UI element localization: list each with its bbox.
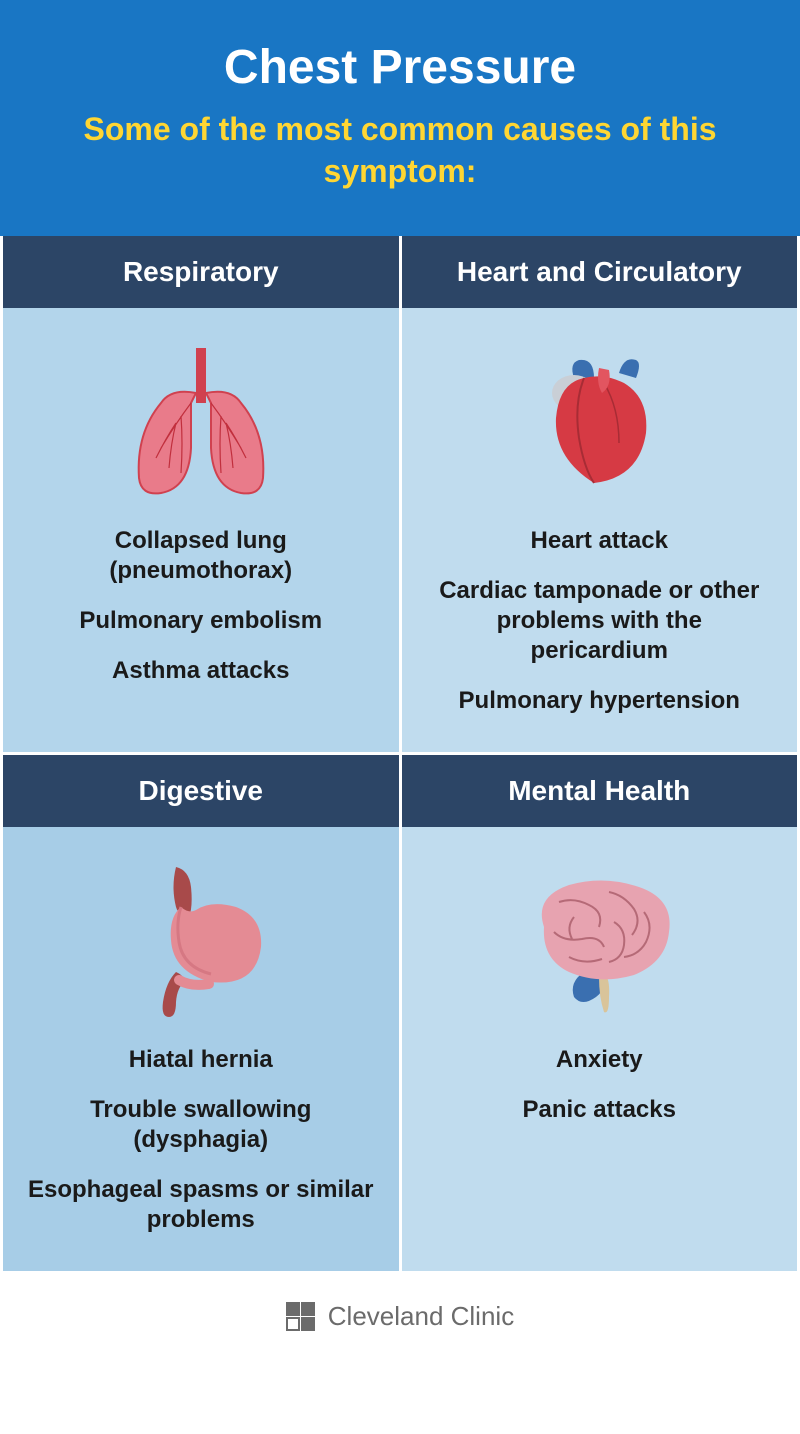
category-digestive: Digestive Hiatal hernia Trouble swallowi… — [3, 755, 399, 1271]
cause-item: Pulmonary embolism — [27, 606, 375, 636]
category-body: Anxiety Panic attacks — [402, 827, 798, 1271]
cause-item: Trouble swallowing (dysphagia) — [27, 1095, 375, 1155]
cause-item: Hiatal hernia — [27, 1045, 375, 1075]
heart-icon — [524, 338, 674, 508]
category-mental-health: Mental Health — [402, 755, 798, 1271]
infographic-header: Chest Pressure Some of the most common c… — [0, 0, 800, 236]
category-title: Respiratory — [3, 236, 399, 308]
stomach-icon — [121, 857, 281, 1027]
cause-item: Pulmonary hypertension — [426, 686, 774, 716]
subtitle: Some of the most common causes of this s… — [40, 109, 760, 192]
category-title: Mental Health — [402, 755, 798, 827]
lungs-icon — [111, 338, 291, 508]
causes-list: Heart attack Cardiac tamponade or other … — [426, 526, 774, 716]
category-title: Digestive — [3, 755, 399, 827]
cause-item: Collapsed lung (pneumothorax) — [27, 526, 375, 586]
brain-icon — [514, 857, 684, 1027]
category-respiratory: Respiratory Collapsed lung (pneumothorax… — [3, 236, 399, 752]
cleveland-clinic-logo-icon — [286, 1301, 316, 1331]
main-title: Chest Pressure — [40, 40, 760, 95]
cause-item: Cardiac tamponade or other problems with… — [426, 576, 774, 666]
causes-list: Hiatal hernia Trouble swallowing (dyspha… — [27, 1045, 375, 1235]
category-title: Heart and Circulatory — [402, 236, 798, 308]
category-heart: Heart and Circulatory Heart attack Cardi… — [402, 236, 798, 752]
causes-list: Collapsed lung (pneumothorax) Pulmonary … — [27, 526, 375, 686]
category-body: Hiatal hernia Trouble swallowing (dyspha… — [3, 827, 399, 1271]
category-body: Collapsed lung (pneumothorax) Pulmonary … — [3, 308, 399, 752]
footer-text: Cleveland Clinic — [328, 1301, 514, 1332]
cause-item: Esophageal spasms or similar problems — [27, 1175, 375, 1235]
causes-list: Anxiety Panic attacks — [523, 1045, 676, 1125]
footer: Cleveland Clinic — [0, 1271, 800, 1361]
cause-item: Anxiety — [523, 1045, 676, 1075]
categories-grid: Respiratory Collapsed lung (pneumothorax… — [0, 236, 800, 1271]
cause-item: Heart attack — [426, 526, 774, 556]
category-body: Heart attack Cardiac tamponade or other … — [402, 308, 798, 752]
cause-item: Panic attacks — [523, 1095, 676, 1125]
cause-item: Asthma attacks — [27, 656, 375, 686]
